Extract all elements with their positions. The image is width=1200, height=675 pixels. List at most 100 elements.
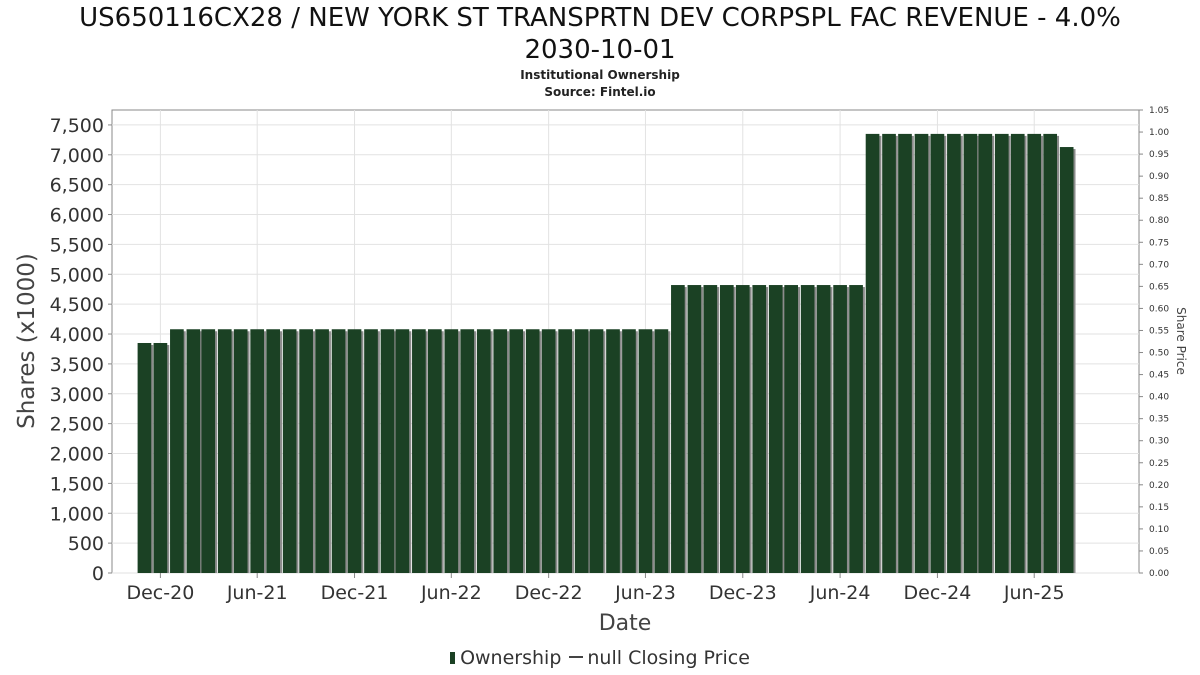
- bar-series-ownership: [137, 133, 1076, 574]
- y2-tick-label: 0.45: [1149, 371, 1169, 381]
- bar: [1010, 133, 1025, 573]
- y-tick-label: 6,000: [50, 205, 104, 227]
- bar: [201, 329, 216, 573]
- y-tick-label: 4,000: [50, 324, 104, 346]
- bar: [558, 329, 572, 573]
- bar: [412, 329, 426, 573]
- bar: [978, 133, 993, 573]
- bar: [622, 329, 636, 573]
- chart-source: Source: Fintel.io: [544, 85, 656, 99]
- legend-ownership-swatch: [450, 652, 456, 664]
- y-tick-label: 500: [68, 533, 104, 555]
- bar: [994, 133, 1009, 573]
- bar: [719, 285, 734, 573]
- bar: [250, 329, 265, 573]
- bar: [233, 329, 248, 573]
- y-tick-label: 4,500: [50, 294, 104, 316]
- bar: [380, 329, 395, 573]
- y-tick-label: 2,500: [50, 414, 104, 436]
- bar: [541, 329, 556, 573]
- bar: [768, 285, 783, 573]
- bar: [687, 285, 702, 573]
- bar: [427, 329, 442, 573]
- x-tick-label: Jun-22: [420, 582, 482, 604]
- x-tick-label: Jun-24: [809, 582, 871, 604]
- y-tick-label: 7,500: [50, 115, 104, 137]
- bar: [1027, 133, 1042, 573]
- bar: [849, 285, 863, 573]
- y2-tick-label: 0.05: [1149, 547, 1169, 557]
- x-tick-label: Dec-23: [709, 582, 777, 604]
- y-tick-label: 0: [92, 563, 104, 585]
- bar: [816, 285, 831, 573]
- bar: [170, 329, 184, 573]
- bar: [364, 329, 378, 573]
- y-tick-label: 5,500: [50, 234, 104, 256]
- x-tick-label: Dec-24: [904, 582, 972, 604]
- y2-tick-label: 0.90: [1149, 172, 1169, 182]
- y2-tick-label: 0.70: [1149, 260, 1169, 270]
- legend-price-swatch: [569, 656, 584, 658]
- y2-tick-label: 0.55: [1149, 326, 1169, 336]
- y-axis-left: 0 500 1,000 1,500 2,000 2,500 3,000 3,500 4,000 4…: [50, 115, 112, 585]
- x-tick-label: Dec-22: [515, 582, 583, 604]
- bar: [800, 285, 815, 573]
- bar: [671, 285, 685, 573]
- bar: [735, 285, 750, 573]
- y2-tick-label: 1.00: [1149, 128, 1169, 138]
- bar: [282, 329, 297, 573]
- bar: [947, 133, 961, 573]
- y-tick-label: 1,500: [50, 473, 104, 495]
- chart-title-line-1: US650116CX28 / NEW YORK ST TRANSPRTN DEV…: [79, 3, 1121, 33]
- chart-title-line-2: 2030-10-01: [524, 35, 676, 65]
- y2-axis-label: Share Price: [1174, 307, 1188, 375]
- bar: [347, 329, 362, 573]
- x-axis: Dec-20 Jun-21 Dec-21 Jun-22 Dec-22 Jun-23 Dec-…: [126, 573, 1065, 604]
- y-axis-right: 0.00 0.05 0.10 0.15 0.20 0.25 0.30 0.35 0.40 0.45…: [1139, 106, 1169, 579]
- y2-tick-label: 0.20: [1149, 481, 1169, 491]
- y2-tick-label: 0.30: [1149, 437, 1169, 447]
- bar: [703, 285, 718, 573]
- bar: [833, 285, 847, 573]
- y2-tick-label: 0.75: [1149, 238, 1169, 248]
- y-tick-label: 5,000: [50, 264, 104, 286]
- bar: [898, 133, 912, 573]
- y2-tick-label: 0.60: [1149, 304, 1169, 314]
- y2-tick-label: 0.50: [1149, 349, 1169, 359]
- bar: [509, 329, 524, 573]
- y2-tick-label: 0.00: [1149, 569, 1169, 579]
- x-tick-label: Jun-23: [614, 582, 676, 604]
- y-tick-label: 1,000: [50, 503, 104, 525]
- y2-tick-label: 0.65: [1149, 282, 1169, 292]
- y-tick-label: 6,500: [50, 175, 104, 197]
- y2-tick-label: 0.35: [1149, 415, 1169, 425]
- y2-tick-label: 1.05: [1149, 106, 1169, 116]
- bar: [525, 329, 540, 573]
- bar: [1059, 147, 1074, 574]
- y2-tick-label: 0.15: [1149, 503, 1169, 513]
- bar: [217, 329, 232, 573]
- legend-ownership-label: Ownership: [460, 647, 562, 669]
- y2-tick-label: 0.25: [1149, 459, 1169, 469]
- y-tick-label: 7,000: [50, 145, 104, 167]
- bar: [963, 133, 978, 573]
- y2-tick-label: 0.10: [1149, 525, 1169, 535]
- bar: [654, 329, 669, 573]
- x-tick-label: Jun-25: [1003, 582, 1065, 604]
- x-tick-label: Jun-21: [226, 582, 288, 604]
- bar: [784, 285, 799, 573]
- chart-title: US650116CX28 / NEW YORK ST TRANSPRTN DEV…: [0, 2, 1200, 66]
- y2-tick-label: 0.80: [1149, 216, 1169, 226]
- bar: [493, 329, 508, 573]
- bar: [153, 342, 168, 573]
- y2-tick-label: 0.40: [1149, 393, 1169, 403]
- bar: [137, 342, 152, 573]
- bar: [638, 329, 653, 573]
- bar: [299, 329, 313, 573]
- y-axis-label: Shares (x1000): [14, 253, 40, 429]
- y-tick-label: 3,000: [50, 384, 104, 406]
- legend-price-label: null Closing Price: [587, 647, 750, 669]
- bar: [331, 329, 346, 573]
- bar: [882, 133, 896, 573]
